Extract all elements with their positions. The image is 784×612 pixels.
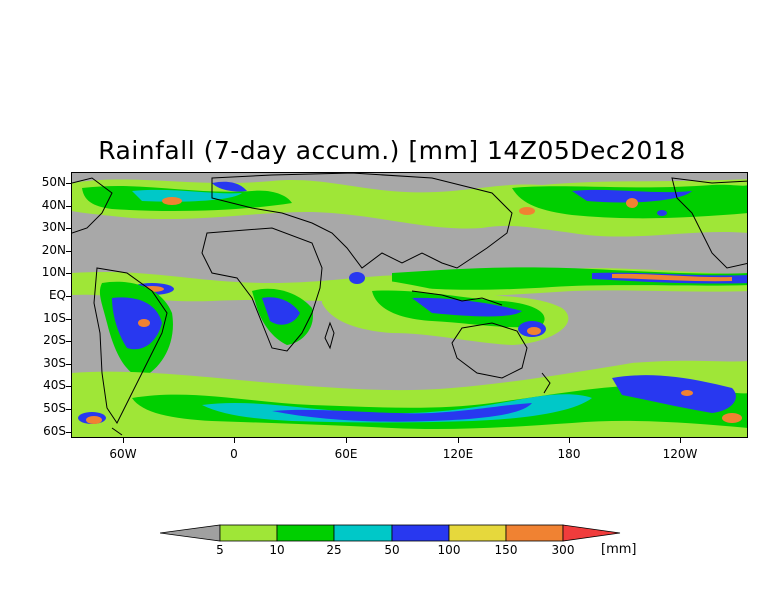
lat-tick xyxy=(66,432,71,433)
lon-label: 180 xyxy=(557,447,581,461)
lat-tick xyxy=(66,183,71,184)
antarctic-peninsula-outline xyxy=(111,427,123,436)
colorbar-scale xyxy=(160,524,621,542)
lon-tick xyxy=(680,438,681,443)
colorbar-label: 50 xyxy=(384,543,400,557)
colorbar-segment-100-150 xyxy=(448,524,507,542)
rain-band-north xyxy=(72,179,747,237)
rainfall-map-canvas xyxy=(72,173,747,437)
colorbar-label: 100 xyxy=(437,543,461,557)
lon-tick xyxy=(458,438,459,443)
south-america-outline xyxy=(93,267,168,424)
colorbar-segment-5-10 xyxy=(219,524,278,542)
colorbar-segment-below-5 xyxy=(160,524,221,542)
new-zealand-outline xyxy=(541,372,551,394)
colorbar-label: 10 xyxy=(269,543,285,557)
lon-label: 0 xyxy=(230,447,238,461)
lon-label: 60W xyxy=(109,447,137,461)
lon-label: 60E xyxy=(334,447,358,461)
colorbar-segment-above-300 xyxy=(562,524,621,542)
colorbar-label: 300 xyxy=(551,543,575,557)
colorbar-label: 25 xyxy=(326,543,342,557)
lat-tick xyxy=(66,206,71,207)
lat-label: EQ xyxy=(48,288,66,302)
lon-tick xyxy=(346,438,347,443)
australia-outline xyxy=(451,322,528,379)
madagascar-outline xyxy=(324,321,335,350)
lat-tick xyxy=(66,273,71,274)
lat-label: 40S xyxy=(43,378,66,392)
rain-continental xyxy=(99,281,313,378)
lat-tick xyxy=(66,341,71,342)
indonesia-outline xyxy=(411,290,503,306)
lat-label: 40N xyxy=(41,198,66,212)
africa-outline xyxy=(201,227,323,352)
rain-band-south xyxy=(72,360,747,437)
europe-asia-outline xyxy=(211,173,513,269)
rainfall-map xyxy=(71,172,748,438)
lat-label: 30S xyxy=(43,356,66,370)
lat-label: 50S xyxy=(43,401,66,415)
lat-tick xyxy=(66,364,71,365)
lon-tick xyxy=(569,438,570,443)
coastlines xyxy=(72,173,747,436)
colorbar-segment-150-300 xyxy=(505,524,564,542)
lat-label: 60S xyxy=(43,424,66,438)
colorbar-units: [mm] xyxy=(601,542,637,557)
lat-label: 10S xyxy=(43,311,66,325)
lat-tick xyxy=(66,319,71,320)
lat-label: 10N xyxy=(41,265,66,279)
lat-label: 30N xyxy=(41,220,66,234)
colorbar-label: 5 xyxy=(216,543,224,557)
colorbar-segment-10-25 xyxy=(276,524,335,542)
lat-label: 20S xyxy=(43,333,66,347)
colorbar-label: 150 xyxy=(494,543,518,557)
lat-label: 20N xyxy=(41,243,66,257)
lon-label: 120E xyxy=(442,447,474,461)
rain-maritime-continent xyxy=(322,272,569,345)
lat-tick xyxy=(66,409,71,410)
lat-tick xyxy=(66,296,71,297)
lat-label: 50N xyxy=(41,175,66,189)
map-title: Rainfall (7-day accum.) [mm] 14Z05Dec201… xyxy=(98,136,686,165)
north-america-outline xyxy=(72,177,113,234)
north-america-west-outline xyxy=(671,177,747,269)
colorbar-segment-25-50 xyxy=(333,524,393,542)
colorbar-segment-50-100 xyxy=(391,524,450,542)
lat-tick xyxy=(66,386,71,387)
lat-tick xyxy=(66,228,71,229)
lon-label: 120W xyxy=(662,447,698,461)
lat-tick xyxy=(66,251,71,252)
lon-tick xyxy=(123,438,124,443)
lon-tick xyxy=(234,438,235,443)
